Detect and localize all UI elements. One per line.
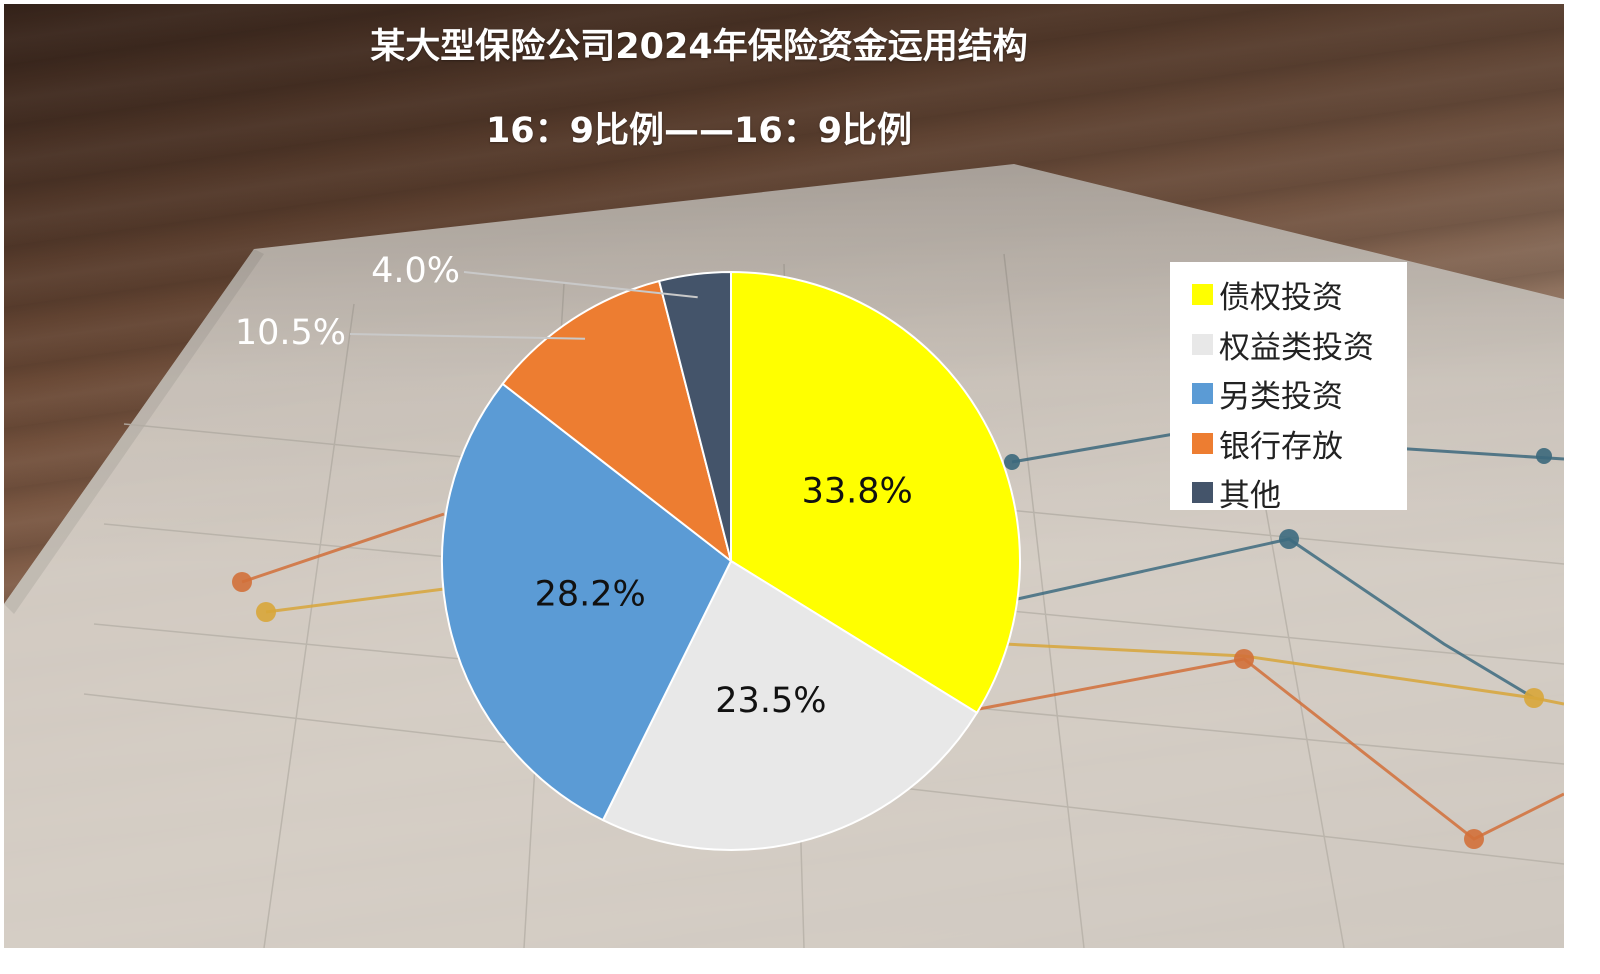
chart-subtitle: 16：9比例——16：9比例 bbox=[485, 111, 913, 151]
data-label-equity: 23.5% bbox=[715, 681, 826, 721]
legend-item-bonds: 债权投资 bbox=[1192, 270, 1407, 320]
chart-area: 某大型保险公司2024年保险资金运用结构 16：9比例——16：9比例 33.8… bbox=[4, 4, 1564, 948]
pie-slice-equity bbox=[601, 559, 979, 851]
legend-label-equity: 权益类投资 bbox=[1219, 329, 1374, 366]
legend: 债权投资权益类投资另类投资银行存放其他 bbox=[1170, 262, 1407, 514]
legend-item-bank-deposit: 银行存放 bbox=[1192, 419, 1407, 469]
legend-swatch-other bbox=[1192, 482, 1213, 504]
legend-swatch-bank-deposit bbox=[1192, 432, 1213, 454]
pie-slice-alternative bbox=[441, 382, 733, 822]
pie-slice-bank-deposit bbox=[501, 279, 733, 564]
leader-line-other bbox=[463, 271, 698, 299]
data-label-alternative: 28.2% bbox=[535, 574, 646, 614]
pie-slice-bonds bbox=[730, 270, 1021, 715]
legend-swatch-equity bbox=[1192, 333, 1213, 355]
leader-line-bank-deposit bbox=[349, 333, 586, 340]
data-label-bonds: 33.8% bbox=[802, 472, 913, 512]
legend-item-alternative: 另类投资 bbox=[1192, 369, 1407, 419]
legend-item-other: 其他 bbox=[1192, 468, 1407, 518]
legend-item-equity: 权益类投资 bbox=[1192, 320, 1407, 370]
legend-label-bonds: 债权投资 bbox=[1219, 280, 1343, 317]
legend-swatch-alternative bbox=[1192, 383, 1213, 405]
legend-label-alternative: 另类投资 bbox=[1219, 379, 1343, 416]
data-label-other: 4.0% bbox=[371, 251, 460, 291]
legend-label-other: 其他 bbox=[1219, 478, 1281, 515]
chart-title: 某大型保险公司2024年保险资金运用结构 bbox=[370, 27, 1028, 67]
pie-slice-other bbox=[657, 270, 732, 562]
legend-label-bank-deposit: 银行存放 bbox=[1219, 428, 1343, 465]
legend-swatch-bonds bbox=[1192, 284, 1213, 306]
pie-chart: 33.8% 23.5% 28.2% 10.5% 4.0% bbox=[235, 251, 1021, 851]
data-label-bank-deposit: 10.5% bbox=[235, 313, 346, 353]
